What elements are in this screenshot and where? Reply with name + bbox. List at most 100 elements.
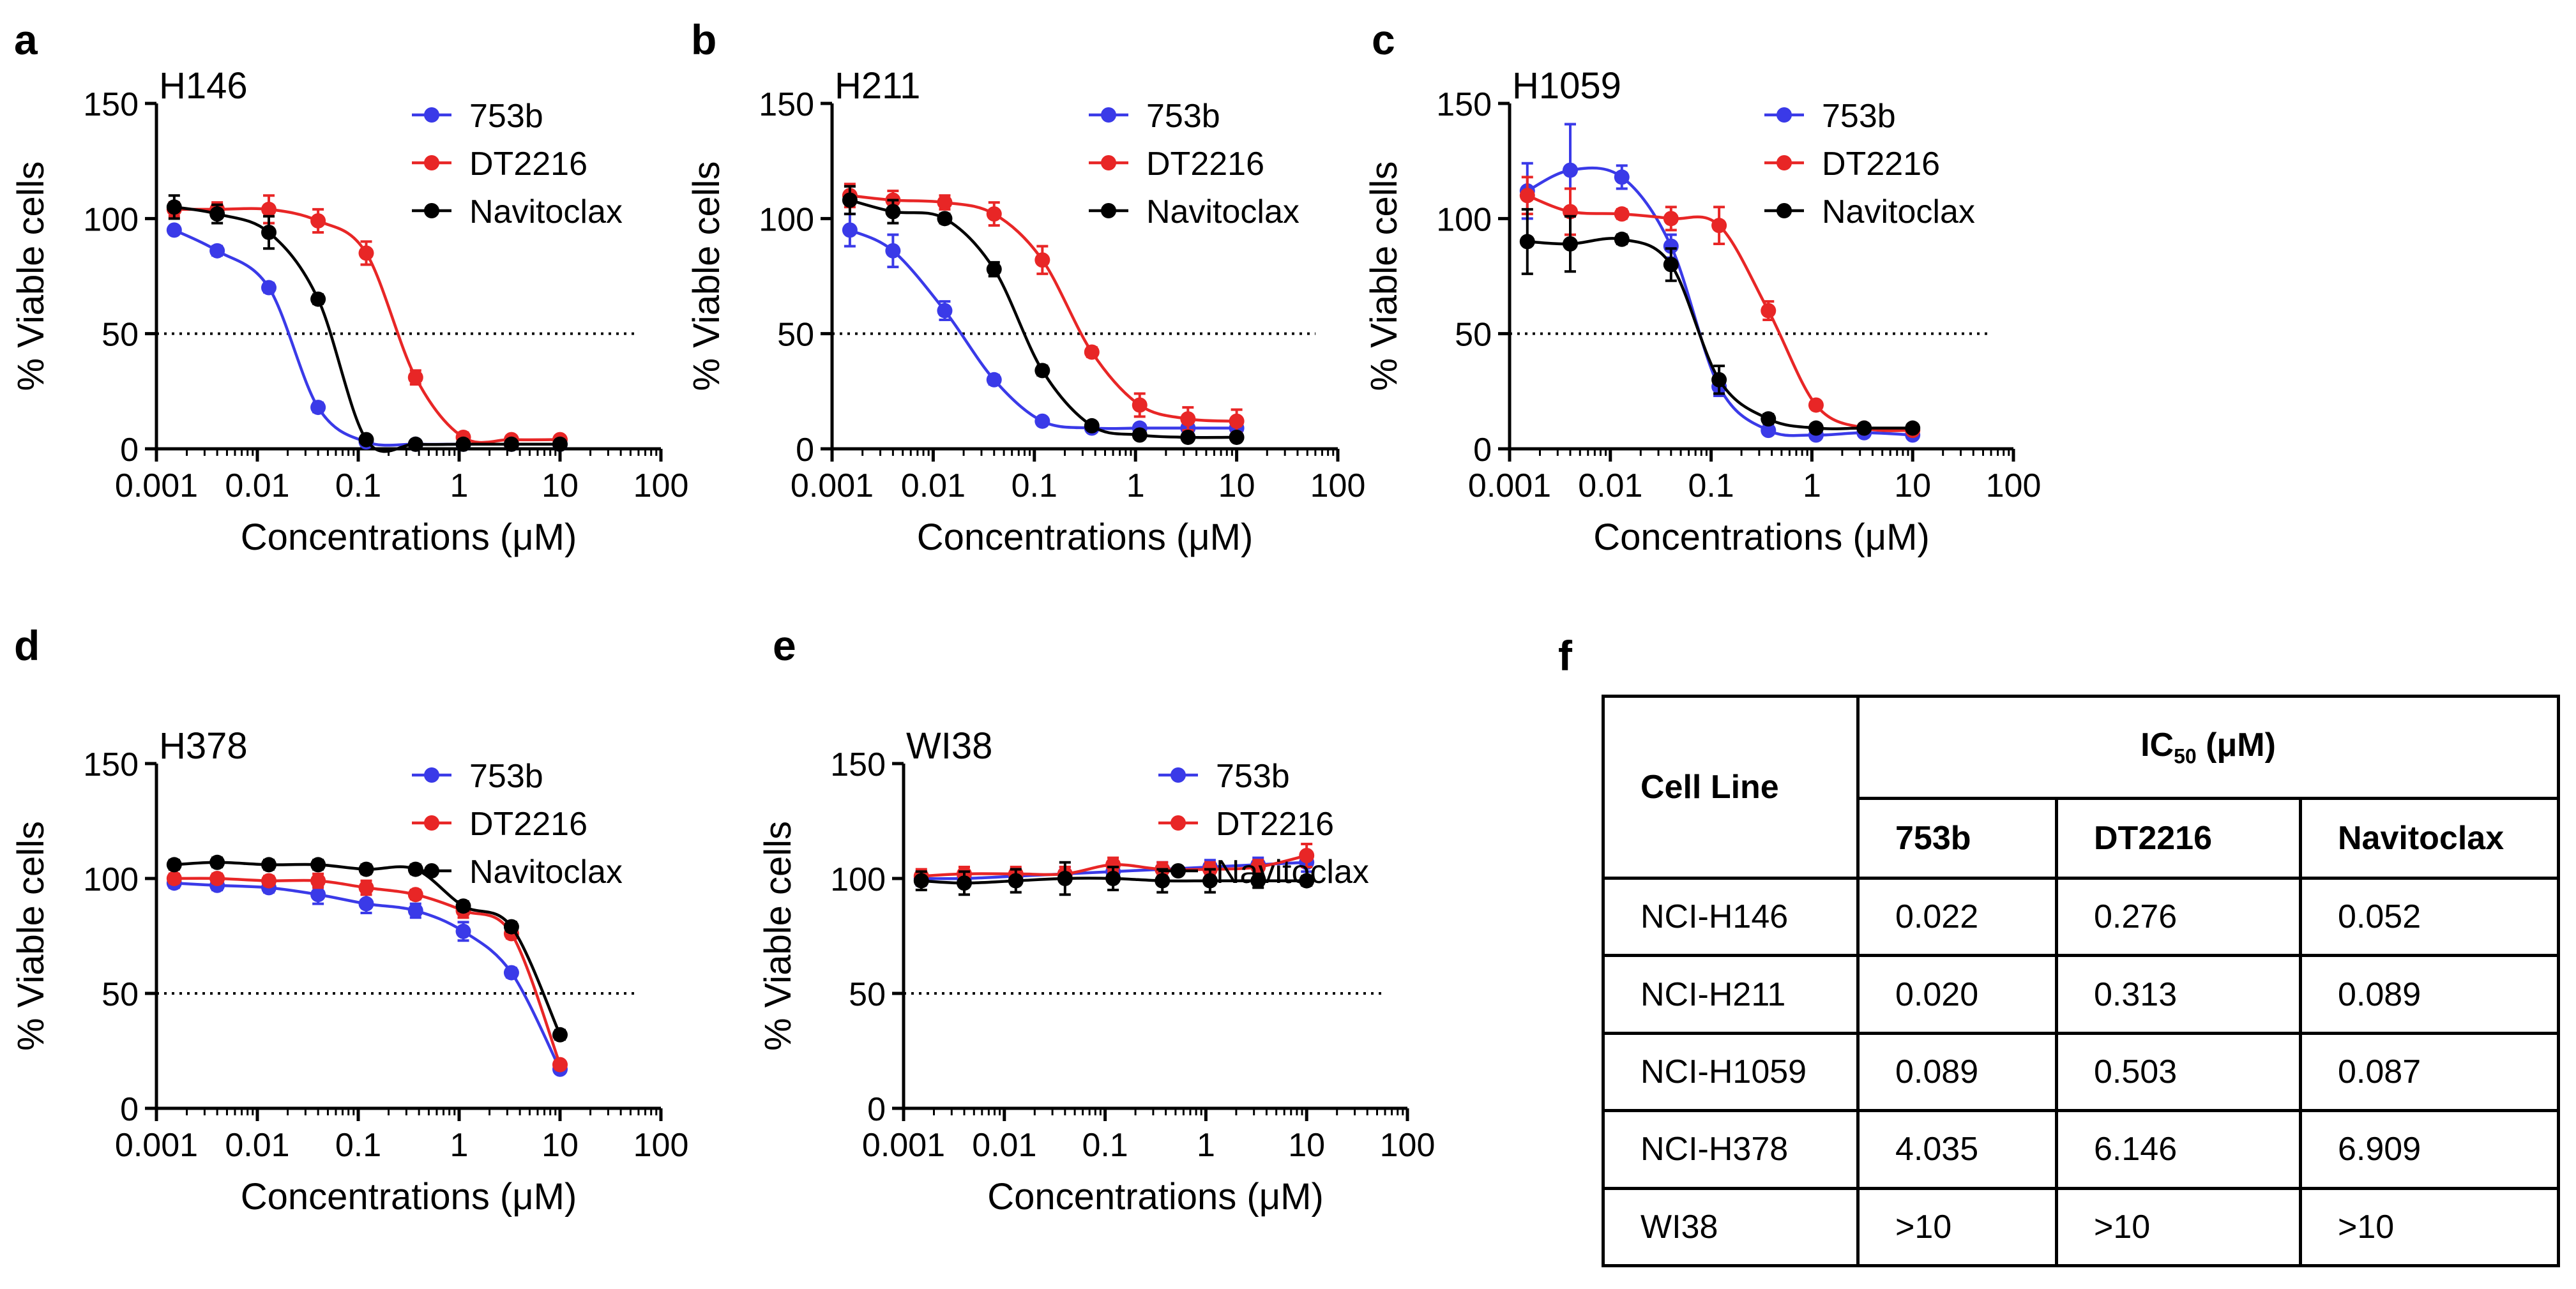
data-point-navitoclax	[986, 261, 1002, 277]
data-point-navitoclax	[1761, 411, 1777, 427]
panel-title: H146	[159, 65, 248, 107]
y-tick-label: 150	[759, 86, 814, 123]
legend-label-navitoclax: Navitoclax	[469, 854, 623, 891]
ic50-value: 0.020	[1856, 954, 2058, 1035]
legend-marker-navitoclax	[424, 203, 439, 218]
x-tick-label: 100	[633, 1127, 689, 1164]
x-tick-label: 1	[1126, 467, 1145, 504]
data-point-753b	[1761, 423, 1777, 439]
data-point-navitoclax	[358, 861, 374, 877]
data-point-dt2216	[1299, 848, 1315, 863]
y-tick-label: 50	[849, 976, 886, 1013]
y-tick-label: 150	[1436, 86, 1492, 123]
legend-marker-753b	[424, 767, 439, 783]
data-point-navitoclax	[937, 211, 953, 227]
data-point-dt2216	[1614, 206, 1630, 222]
data-point-753b	[166, 222, 182, 238]
legend-marker-navitoclax	[1777, 203, 1792, 218]
data-point-navitoclax	[310, 857, 326, 873]
data-point-navitoclax	[166, 199, 182, 215]
cell-line-name: NCI-H378	[1602, 1109, 1860, 1190]
data-point-dt2216	[1229, 413, 1245, 429]
data-point-dt2216	[407, 370, 423, 386]
data-point-navitoclax	[455, 898, 471, 914]
x-axis-label: Concentrations (μM)	[917, 516, 1254, 558]
panel-letter: c	[1372, 16, 1395, 63]
legend-label-753b: 753b	[1146, 98, 1220, 135]
y-tick-label: 0	[120, 1091, 139, 1128]
legend-label-dt2216: DT2216	[1216, 806, 1334, 843]
data-point-navitoclax	[1057, 871, 1073, 886]
ic50-value: 0.089	[2298, 954, 2561, 1035]
legend-marker-dt2216	[424, 155, 439, 170]
data-point-navitoclax	[1563, 236, 1579, 252]
data-point-navitoclax	[1105, 871, 1121, 886]
ic50-table: Cell Line IC50 (μM) 753b DT2216 Navitocl…	[1602, 695, 2561, 1268]
data-point-navitoclax	[455, 436, 471, 452]
legend-marker-dt2216	[1171, 815, 1186, 831]
panel-title: H1059	[1512, 65, 1621, 107]
data-point-dt2216	[1034, 252, 1050, 268]
x-tick-label: 100	[1380, 1127, 1436, 1164]
x-tick-label: 1	[1197, 1127, 1215, 1164]
data-point-navitoclax	[261, 224, 277, 240]
data-point-753b	[310, 887, 326, 903]
data-point-753b	[455, 923, 471, 939]
cell-line-name: NCI-H1059	[1602, 1031, 1860, 1113]
data-point-navitoclax	[957, 875, 973, 891]
ic50-value: 0.022	[1856, 876, 2058, 958]
data-point-navitoclax	[552, 1027, 568, 1043]
legend-marker-dt2216	[1101, 155, 1116, 170]
data-point-navitoclax	[407, 436, 423, 452]
x-tick-label: 10	[1288, 1127, 1325, 1164]
data-point-dt2216	[261, 201, 277, 217]
header-dt2216: DT2216	[2055, 797, 2302, 880]
data-point-navitoclax	[913, 873, 929, 889]
data-point-753b	[209, 243, 225, 259]
y-tick-label: 150	[83, 746, 139, 783]
data-point-753b	[358, 896, 374, 912]
data-point-navitoclax	[209, 854, 225, 870]
x-tick-label: 0.1	[1011, 467, 1057, 504]
x-tick-label: 0.001	[115, 1127, 198, 1164]
legend-label-753b: 753b	[469, 758, 543, 795]
fit-curve-navitoclax	[174, 206, 560, 453]
y-tick-label: 0	[1473, 432, 1492, 469]
data-point-dt2216	[1663, 211, 1679, 227]
data-point-dt2216	[1084, 344, 1100, 360]
x-tick-label: 10	[542, 1127, 579, 1164]
data-point-dt2216	[1105, 857, 1121, 873]
cell-line-name: NCI-H211	[1602, 954, 1860, 1035]
data-point-navitoclax	[209, 206, 225, 222]
data-point-navitoclax	[261, 857, 277, 873]
data-point-dt2216	[310, 213, 326, 229]
x-tick-label: 0.001	[1468, 467, 1551, 504]
legend-label-navitoclax: Navitoclax	[469, 193, 623, 230]
data-point-753b	[1034, 413, 1050, 429]
x-tick-label: 0.1	[335, 1127, 381, 1164]
panel-title: WI38	[906, 725, 992, 767]
data-point-navitoclax	[1663, 257, 1679, 273]
data-point-navitoclax	[552, 436, 568, 452]
y-axis-label: % Viable cells	[686, 161, 727, 391]
y-tick-label: 150	[830, 746, 886, 783]
data-point-navitoclax	[1299, 873, 1315, 889]
legend-marker-753b	[1777, 107, 1792, 123]
header-ic50-label: IC	[2140, 727, 2174, 764]
data-point-dt2216	[1132, 397, 1148, 413]
data-point-dt2216	[407, 887, 423, 903]
panel-title: H211	[835, 65, 920, 107]
header-753b: 753b	[1856, 797, 2058, 880]
data-point-navitoclax	[503, 436, 519, 452]
x-axis-label: Concentrations (μM)	[241, 1176, 577, 1217]
data-point-navitoclax	[1250, 873, 1266, 889]
y-tick-label: 0	[120, 432, 139, 469]
table-row: NCI-H378 4.035 6.146 6.909	[1602, 1109, 2561, 1190]
ic50-value: 0.089	[1856, 1031, 2058, 1113]
data-point-navitoclax	[1808, 420, 1824, 436]
x-axis-label: Concentrations (μM)	[241, 516, 577, 558]
legend-marker-753b	[424, 107, 439, 123]
x-tick-label: 100	[1310, 467, 1366, 504]
legend-label-753b: 753b	[1822, 98, 1896, 135]
